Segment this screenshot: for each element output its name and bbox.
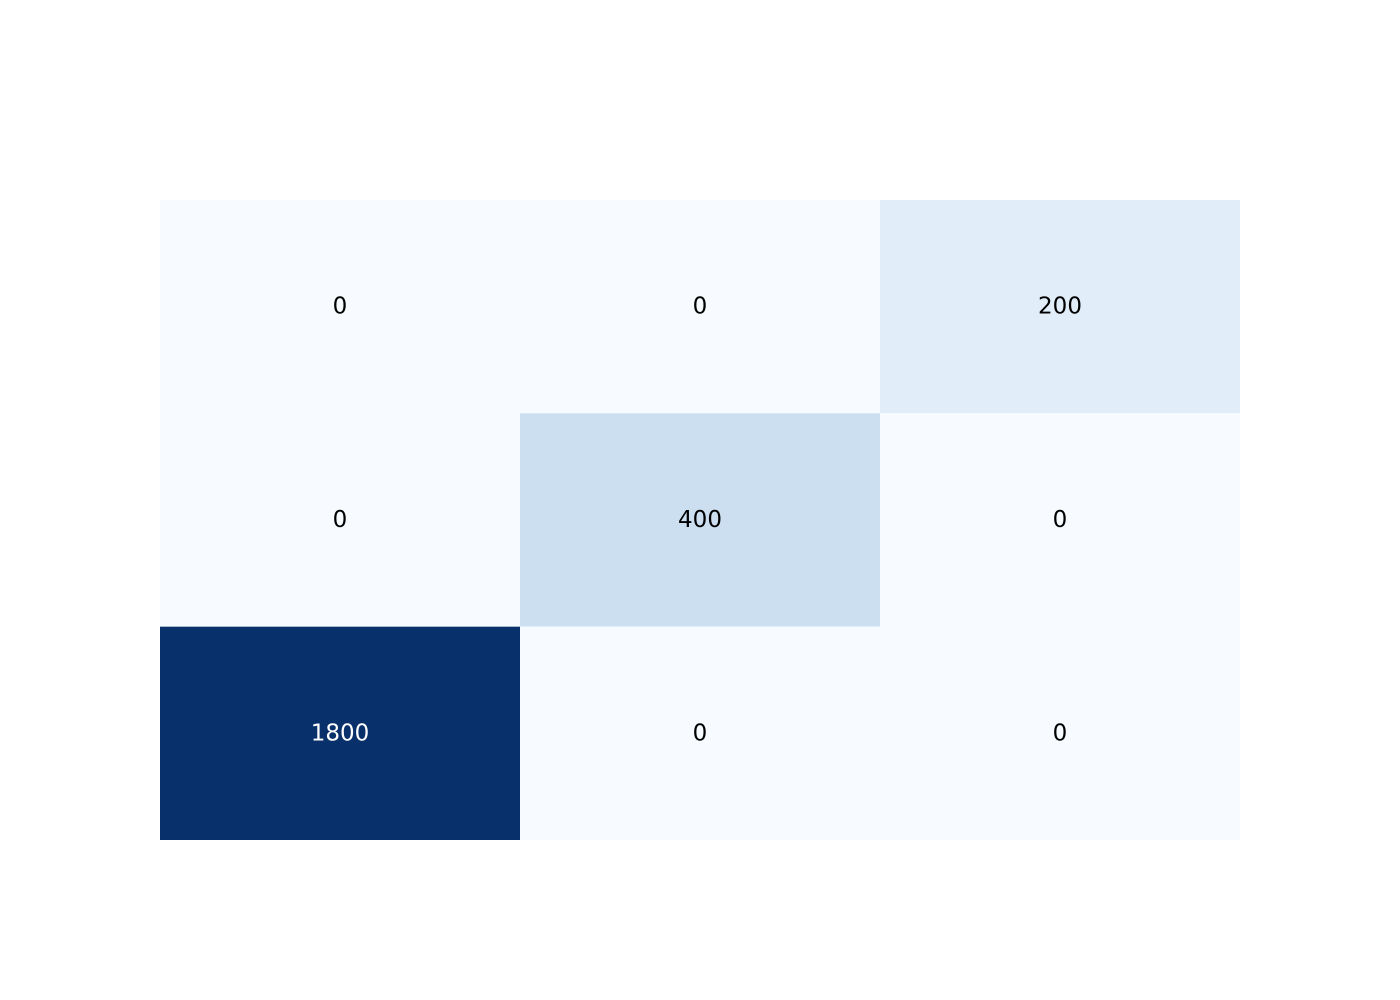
heatmap-cell-r2-c1 [520, 626, 880, 840]
heatmap-cell-label-r0-c1: 0 [693, 294, 708, 320]
heatmap-cell-label-r2-c0: 1800 [311, 720, 370, 746]
heatmap-cells [160, 200, 1240, 840]
heatmap-cell-r0-c2 [880, 200, 1240, 414]
heatmap-cell-label-r0-c0: 0 [333, 294, 348, 320]
heatmap-cell-label-r2-c2: 0 [1053, 720, 1068, 746]
heatmap-cell-label-r1-c1: 400 [678, 507, 722, 533]
heatmap-cell-r1-c0 [160, 413, 520, 627]
heatmap-cell-label-r1-c0: 0 [333, 507, 348, 533]
heatmap-labels: 0 0 200 0 400 0 1800 0 0 [311, 294, 1082, 747]
heatmap-cell-label-r1-c2: 0 [1053, 507, 1068, 533]
heatmap-cell-r1-c1 [520, 413, 880, 627]
heatmap-cell-label-r0-c2: 200 [1038, 294, 1082, 320]
heatmap-cell-r1-c2 [880, 413, 1240, 627]
heatmap-cell-r0-c1 [520, 200, 880, 414]
heatmap-cell-label-r2-c1: 0 [693, 720, 708, 746]
heatmap-cell-r0-c0 [160, 200, 520, 414]
heatmap-cell-r2-c0 [160, 626, 520, 840]
heatmap-cell-r2-c2 [880, 626, 1240, 840]
